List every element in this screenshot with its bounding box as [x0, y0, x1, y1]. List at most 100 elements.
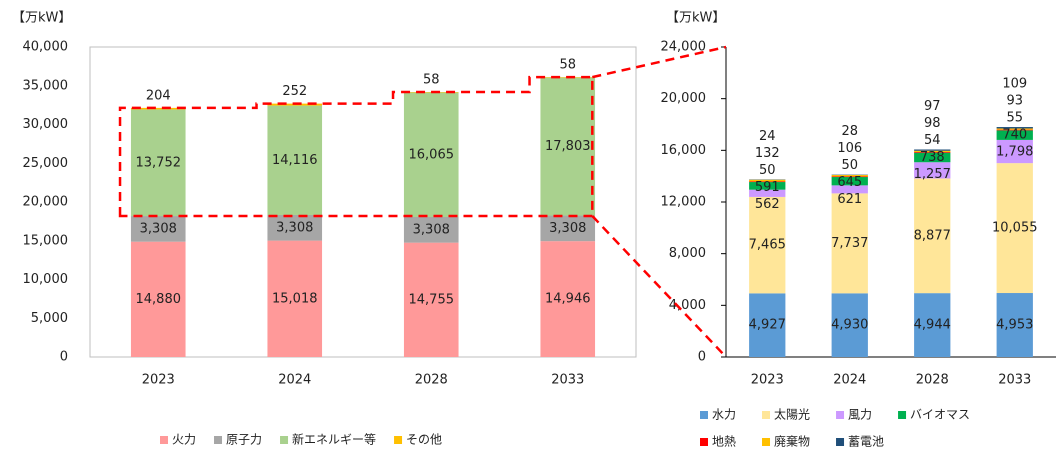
data-label: 58 [559, 58, 576, 73]
y-tick-label: 20,000 [661, 91, 707, 106]
y-tick-label: 35,000 [23, 78, 69, 93]
bar-segment [749, 189, 786, 197]
bar-segment [831, 185, 868, 194]
bar-segment [831, 175, 868, 177]
data-label: 14,755 [409, 292, 455, 307]
data-label: 1,798 [996, 145, 1033, 160]
data-label: 14,880 [136, 292, 182, 307]
data-label: 4,953 [996, 318, 1033, 333]
bar-segment [996, 129, 1033, 131]
bar-segment [267, 105, 323, 215]
bar-segment [914, 149, 951, 151]
y-tick-label: 12,000 [661, 195, 707, 210]
y-tick-label: 24,000 [661, 40, 707, 55]
y-tick-label: 4,000 [669, 298, 706, 313]
legend-swatch [762, 411, 771, 419]
zoom-line [591, 215, 727, 358]
bar-segment [130, 107, 186, 110]
legend-label: 蓄電池 [848, 435, 884, 449]
y-tick-label: 40,000 [23, 40, 69, 55]
data-label: 132 [755, 146, 780, 161]
legend-swatch [762, 438, 771, 446]
y-tick-label: 30,000 [23, 117, 69, 132]
data-label: 54 [924, 133, 941, 148]
legend-label: 廃棄物 [774, 434, 810, 449]
data-label: 7,465 [749, 238, 786, 253]
unit-label: 【万kW】 [12, 11, 71, 26]
bar-segment [914, 150, 951, 153]
data-label: 740 [1002, 128, 1027, 143]
data-label: 55 [1006, 111, 1023, 126]
legend-label: 太陽光 [774, 407, 810, 422]
bar-segment [267, 240, 323, 357]
zoom-line [592, 45, 727, 79]
x-tick-label: 2033 [551, 373, 584, 388]
x-tick-label: 2024 [278, 373, 311, 388]
bar-segment [540, 77, 596, 216]
y-tick-label: 0 [698, 350, 706, 365]
data-label: 738 [920, 150, 945, 165]
y-tick-label: 5,000 [31, 311, 68, 326]
data-label: 562 [755, 197, 780, 212]
data-label: 106 [837, 141, 862, 156]
legend-label: その他 [406, 433, 442, 447]
legend-swatch [394, 436, 403, 444]
x-tick-label: 2024 [833, 373, 866, 388]
data-label: 28 [841, 124, 858, 139]
bar-segment [403, 242, 459, 357]
y-tick-label: 16,000 [661, 143, 707, 158]
data-label: 1,257 [914, 167, 951, 182]
x-tick-label: 2028 [916, 373, 949, 388]
data-label: 3,308 [549, 221, 586, 236]
bar-segment [403, 92, 459, 218]
data-label: 50 [841, 158, 858, 173]
y-tick-label: 8,000 [669, 246, 706, 261]
data-label: 13,752 [136, 155, 182, 170]
data-label: 8,877 [914, 228, 951, 243]
bar-segment [914, 178, 951, 294]
data-label: 4,930 [831, 318, 868, 333]
data-label: 14,946 [545, 292, 591, 307]
bar-segment [996, 127, 1033, 129]
data-label: 645 [837, 175, 862, 190]
bar-segment [831, 176, 868, 178]
data-label: 97 [924, 99, 941, 114]
legend-label: バイオマス [910, 408, 970, 422]
data-label: 58 [423, 73, 440, 88]
data-label: 591 [755, 180, 780, 195]
y-tick-label: 25,000 [23, 156, 69, 171]
bar-segment [749, 181, 786, 183]
bar-segment [540, 241, 596, 357]
legend-label: 新エネルギー等 [292, 432, 376, 447]
bar-segment [831, 177, 868, 186]
bar-segment [914, 152, 951, 163]
y-tick-label: 15,000 [23, 233, 69, 248]
bar-segment [749, 293, 786, 357]
data-label: 17,803 [545, 139, 591, 154]
data-label: 93 [1006, 94, 1023, 109]
bar-segment [749, 182, 786, 190]
legend-label: 火力 [172, 433, 196, 447]
legend-label: 風力 [848, 408, 872, 422]
bar-segment [831, 193, 868, 294]
bar-segment [749, 179, 786, 182]
x-tick-label: 2023 [751, 373, 784, 388]
data-label: 4,944 [914, 318, 951, 333]
data-label: 4,927 [749, 318, 786, 333]
bar-segment [749, 196, 786, 294]
data-label: 15,018 [272, 291, 318, 306]
data-label: 3,308 [140, 221, 177, 236]
bar-segment [403, 217, 459, 243]
data-label: 7,737 [831, 236, 868, 251]
data-label: 98 [924, 116, 941, 131]
y-tick-label: 20,000 [23, 195, 69, 210]
bar-segment [996, 128, 1033, 130]
bar-segment [996, 293, 1033, 357]
bar-segment [996, 139, 1033, 164]
bar-segment [831, 293, 868, 357]
legend-swatch [836, 438, 845, 446]
data-label: 3,308 [276, 220, 313, 235]
data-label: 252 [282, 84, 307, 99]
zoom-outline [118, 75, 594, 218]
